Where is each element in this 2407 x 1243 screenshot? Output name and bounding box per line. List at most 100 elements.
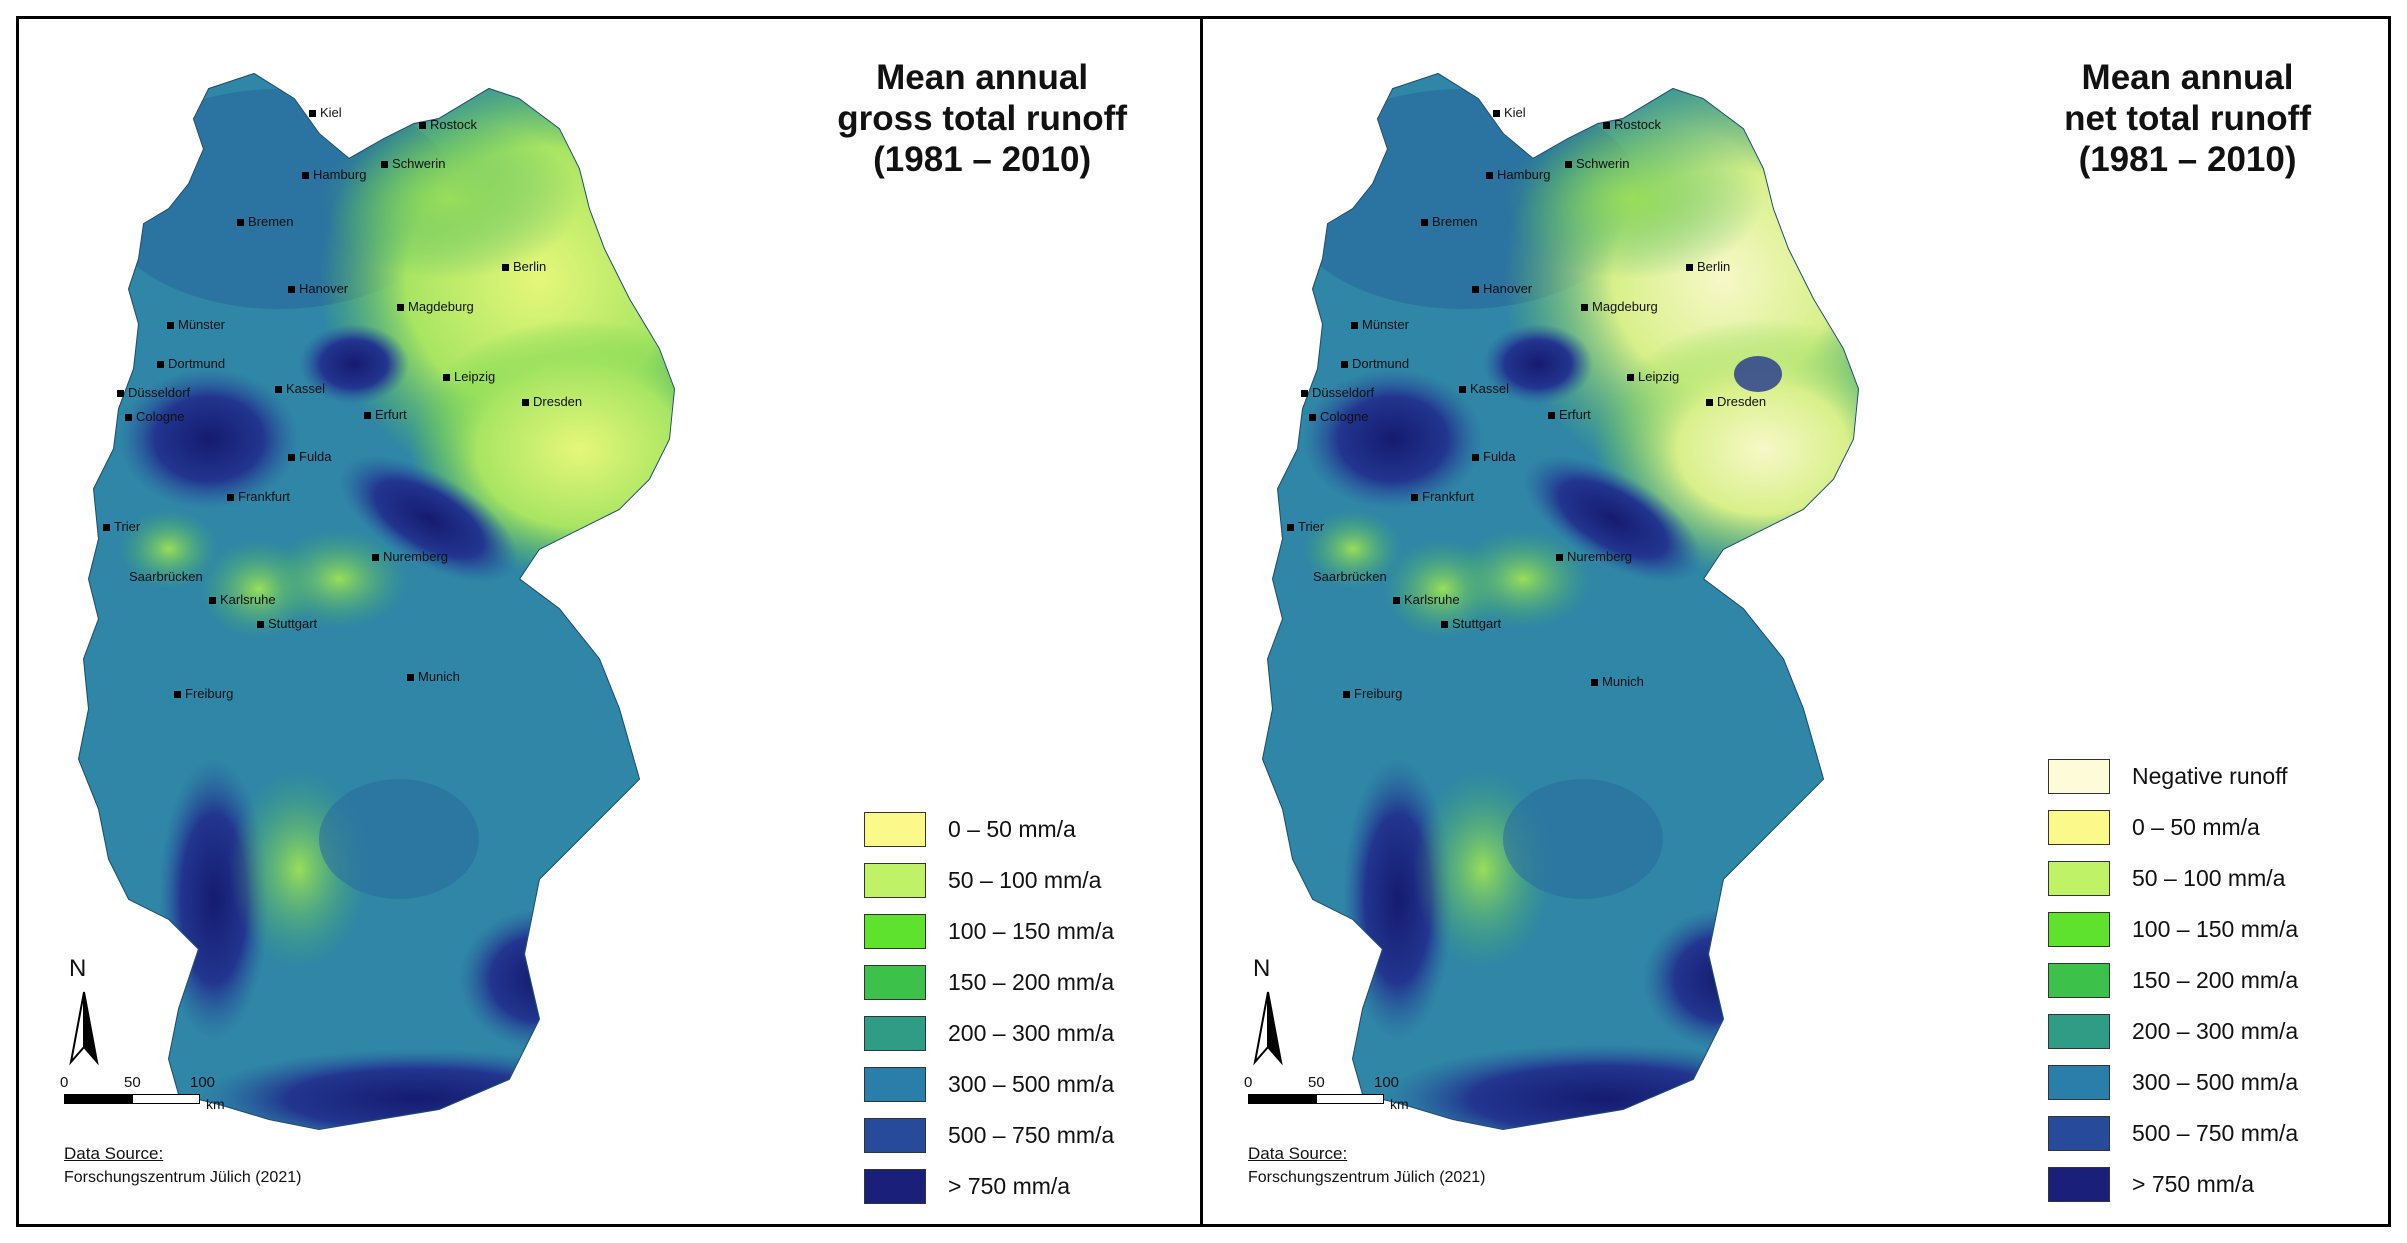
legend-item: 300 – 500 mm/a: [864, 1059, 1114, 1110]
city-label: Stuttgart: [1452, 616, 1502, 631]
legend-item: > 750 mm/a: [2048, 1159, 2298, 1210]
city-label: Rostock: [1614, 117, 1661, 132]
city-label: Cologne: [136, 409, 185, 424]
city-label: Dortmund: [1352, 356, 1410, 371]
city-label: Munich: [418, 669, 460, 684]
legend-swatch: [864, 1016, 926, 1051]
city-label: Erfurt: [375, 407, 407, 422]
city-rostock: Rostock: [1603, 117, 1661, 132]
city-cologne: Cologne: [1309, 409, 1368, 424]
title-line-1: Mean annual: [876, 58, 1089, 97]
legend: Negative runoff 0 – 50 mm/a 50 – 100 mm/…: [2048, 751, 2298, 1210]
city-label: Freiburg: [185, 686, 234, 701]
city-label: Fulda: [1483, 449, 1516, 464]
city-dusseldorf: Düsseldorf: [117, 385, 190, 400]
map-title: Mean annual gross total runoff (1981 – 2…: [837, 57, 1127, 180]
city-trier: Trier: [1287, 519, 1324, 534]
city-stuttgart: Stuttgart: [1441, 616, 1501, 631]
city-label: Schwerin: [392, 156, 446, 171]
city-hanover: Hanover: [1472, 281, 1532, 296]
city-label: Erfurt: [1559, 407, 1591, 422]
city-hanover: Hanover: [288, 281, 348, 296]
city-dresden: Dresden: [1706, 394, 1766, 409]
city-dortmund: Dortmund: [157, 356, 225, 371]
city-karlsruhe: Karlsruhe: [209, 592, 276, 607]
city-label: Stuttgart: [268, 616, 318, 631]
city-munich: Munich: [407, 669, 460, 684]
city-label: Fulda: [299, 449, 332, 464]
city-label: Dortmund: [168, 356, 226, 371]
city-schwerin: Schwerin: [1565, 156, 1629, 171]
city-erfurt: Erfurt: [1548, 407, 1591, 422]
city-label: Karlsruhe: [1404, 592, 1460, 607]
legend-item: 150 – 200 mm/a: [864, 957, 1114, 1008]
city-label: Dresden: [1717, 394, 1767, 409]
city-bremen: Bremen: [237, 214, 294, 229]
legend-swatch: [2048, 861, 2110, 896]
city-stuttgart: Stuttgart: [257, 616, 317, 631]
city-label: Freiburg: [1354, 686, 1403, 701]
city-label: Leipzig: [454, 369, 496, 384]
scale-tick-0: 0: [1244, 1074, 1253, 1091]
germany-map-net: [1262, 73, 1859, 1130]
city-label: Cologne: [1320, 409, 1369, 424]
city-label: Kassel: [1470, 381, 1510, 396]
north-label: N: [1253, 955, 1271, 982]
city-saarbrucken: Saarbrücken: [1313, 569, 1387, 584]
source-heading: Data Source:: [64, 1144, 164, 1163]
city-karlsruhe: Karlsruhe: [1393, 592, 1460, 607]
source-text: Forschungszentrum Jülich (2021): [1248, 1169, 1486, 1186]
scale-tick-100: 100: [1374, 1074, 1400, 1091]
city-label: Hanover: [299, 281, 349, 296]
scale-segment-white: [1316, 1094, 1384, 1104]
city-nuremberg: Nuremberg: [372, 549, 448, 564]
north-label: N: [69, 955, 87, 982]
legend-item: Negative runoff: [2048, 751, 2298, 802]
city-rostock: Rostock: [419, 117, 477, 132]
scale-unit: km: [1390, 1096, 1409, 1112]
city-freiburg: Freiburg: [1343, 686, 1402, 701]
city-trier: Trier: [103, 519, 140, 534]
legend-swatch: [864, 1169, 926, 1204]
legend-item: 50 – 100 mm/a: [2048, 853, 2298, 904]
city-dresden: Dresden: [522, 394, 582, 409]
city-hamburg: Hamburg: [302, 167, 366, 182]
city-dortmund: Dortmund: [1341, 356, 1409, 371]
city-dusseldorf: Düsseldorf: [1301, 385, 1374, 400]
city-label: Frankfurt: [238, 489, 291, 504]
city-kassel: Kassel: [275, 381, 325, 396]
city-label: Kiel: [320, 105, 342, 120]
legend-label: 100 – 150 mm/a: [948, 918, 1115, 944]
city-label: Münster: [178, 317, 225, 332]
city-berlin: Berlin: [1686, 259, 1730, 274]
city-label: Düsseldorf: [1312, 385, 1375, 400]
city-leipzig: Leipzig: [443, 369, 495, 384]
north-arrow-icon: [69, 991, 99, 1066]
city-label: Saarbrücken: [1313, 569, 1387, 584]
scale-segment-black: [1248, 1094, 1316, 1104]
source-text: Forschungszentrum Jülich (2021): [64, 1169, 302, 1186]
city-label: Frankfurt: [1422, 489, 1475, 504]
legend-label: 50 – 100 mm/a: [948, 867, 1102, 893]
legend-label: > 750 mm/a: [948, 1173, 1071, 1199]
legend-swatch: [2048, 1065, 2110, 1100]
legend-label: Negative runoff: [2132, 763, 2288, 789]
scale-unit: km: [206, 1096, 225, 1112]
city-label: Karlsruhe: [220, 592, 276, 607]
gross-runoff-panel: Mean annual gross total runoff (1981 – 2…: [19, 19, 1197, 1224]
city-label: Berlin: [1697, 259, 1731, 274]
city-kassel: Kassel: [1459, 381, 1509, 396]
legend-label: > 750 mm/a: [2132, 1171, 2255, 1197]
legend-label: 500 – 750 mm/a: [948, 1122, 1115, 1148]
city-label: Rostock: [430, 117, 477, 132]
scale-segment-white: [132, 1094, 200, 1104]
legend-item: 50 – 100 mm/a: [864, 855, 1114, 906]
legend-swatch: [864, 1118, 926, 1153]
city-label: Trier: [114, 519, 141, 534]
title-line-1: Mean annual: [2081, 58, 2294, 97]
panel-divider: [1200, 16, 1203, 1227]
city-label: Nuremberg: [383, 549, 449, 564]
legend: 0 – 50 mm/a 50 – 100 mm/a 100 – 150 mm/a…: [864, 804, 1114, 1212]
legend-item: 150 – 200 mm/a: [2048, 955, 2298, 1006]
title-line-3: (1981 – 2010): [873, 140, 1092, 179]
